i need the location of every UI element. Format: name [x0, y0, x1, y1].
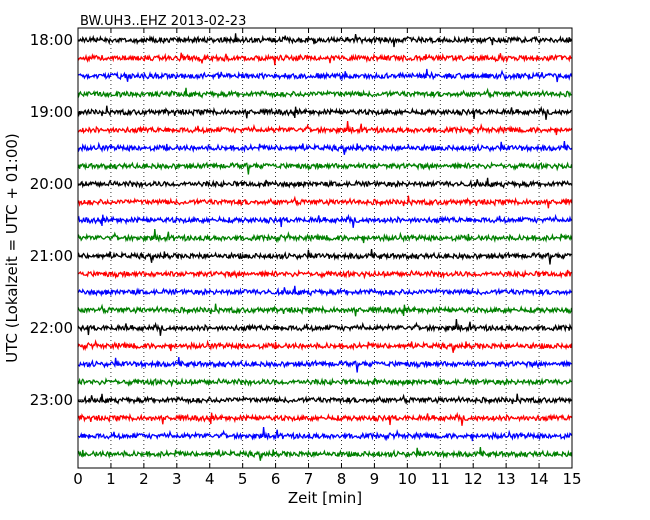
seismic-traces — [77, 33, 573, 461]
y-tick-label: 23:00 — [30, 391, 73, 409]
trace-1945 — [77, 161, 573, 175]
trace-1930 — [77, 141, 573, 155]
x-tick-label: 2 — [139, 470, 149, 488]
trace-1845 — [77, 87, 572, 99]
trace-2300 — [77, 393, 573, 405]
x-tick-label: 0 — [73, 470, 83, 488]
x-tick-label: 1 — [106, 470, 116, 488]
trace-2245 — [77, 377, 572, 388]
trace-2130 — [77, 285, 573, 297]
trace-2315 — [77, 411, 573, 426]
x-tick-label: 8 — [337, 470, 347, 488]
trace-2115 — [77, 269, 572, 280]
gridlines — [110, 28, 540, 468]
trace-2100 — [77, 249, 572, 265]
x-tick-label: 6 — [271, 470, 281, 488]
x-tick-label: 4 — [205, 470, 215, 488]
x-tick-label: 11 — [431, 470, 450, 488]
x-tick-label: 5 — [238, 470, 248, 488]
trace-2345 — [77, 447, 573, 461]
y-axis-ticks: 18:00 19:00 20:00 21:00 22:00 23:00 — [30, 31, 83, 409]
trace-1830 — [77, 68, 573, 83]
trace-1915 — [77, 121, 573, 136]
trace-2045 — [77, 229, 573, 244]
x-axis-label: Zeit [min] — [288, 489, 362, 507]
y-tick-label: 21:00 — [30, 247, 73, 265]
y-tick-label: 20:00 — [30, 175, 73, 193]
trace-2145 — [77, 303, 573, 317]
trace-2215 — [77, 339, 573, 353]
y-axis-label: UTC (Lokalzeit = UTC + 01:00) — [3, 133, 21, 363]
x-tick-label: 12 — [464, 470, 483, 488]
x-tick-label: 14 — [530, 470, 549, 488]
trace-1815 — [77, 52, 573, 66]
y-tick-label: 18:00 — [30, 31, 73, 49]
trace-2200 — [77, 319, 573, 336]
y-tick-label: 19:00 — [30, 103, 73, 121]
x-tick-label: 7 — [304, 470, 314, 488]
trace-1900 — [77, 105, 572, 120]
trace-1800 — [77, 33, 573, 48]
y-tick-label: 22:00 — [30, 319, 73, 337]
x-tick-label: 3 — [172, 470, 182, 488]
trace-2230 — [77, 357, 572, 373]
trace-2015 — [77, 195, 573, 209]
x-tick-label: 13 — [497, 470, 516, 488]
trace-2330 — [77, 427, 573, 442]
x-axis-ticks: 0 1 2 3 4 5 6 7 8 9 10 11 12 13 14 15 — [73, 28, 582, 488]
x-tick-label: 10 — [398, 470, 417, 488]
x-tick-label: 9 — [370, 470, 380, 488]
chart-title: BW.UH3..EHZ 2013-02-23 — [80, 14, 246, 29]
trace-2030 — [77, 213, 573, 228]
x-tick-label: 15 — [562, 470, 581, 488]
trace-2000 — [77, 177, 573, 190]
plot-frame — [77, 27, 573, 469]
